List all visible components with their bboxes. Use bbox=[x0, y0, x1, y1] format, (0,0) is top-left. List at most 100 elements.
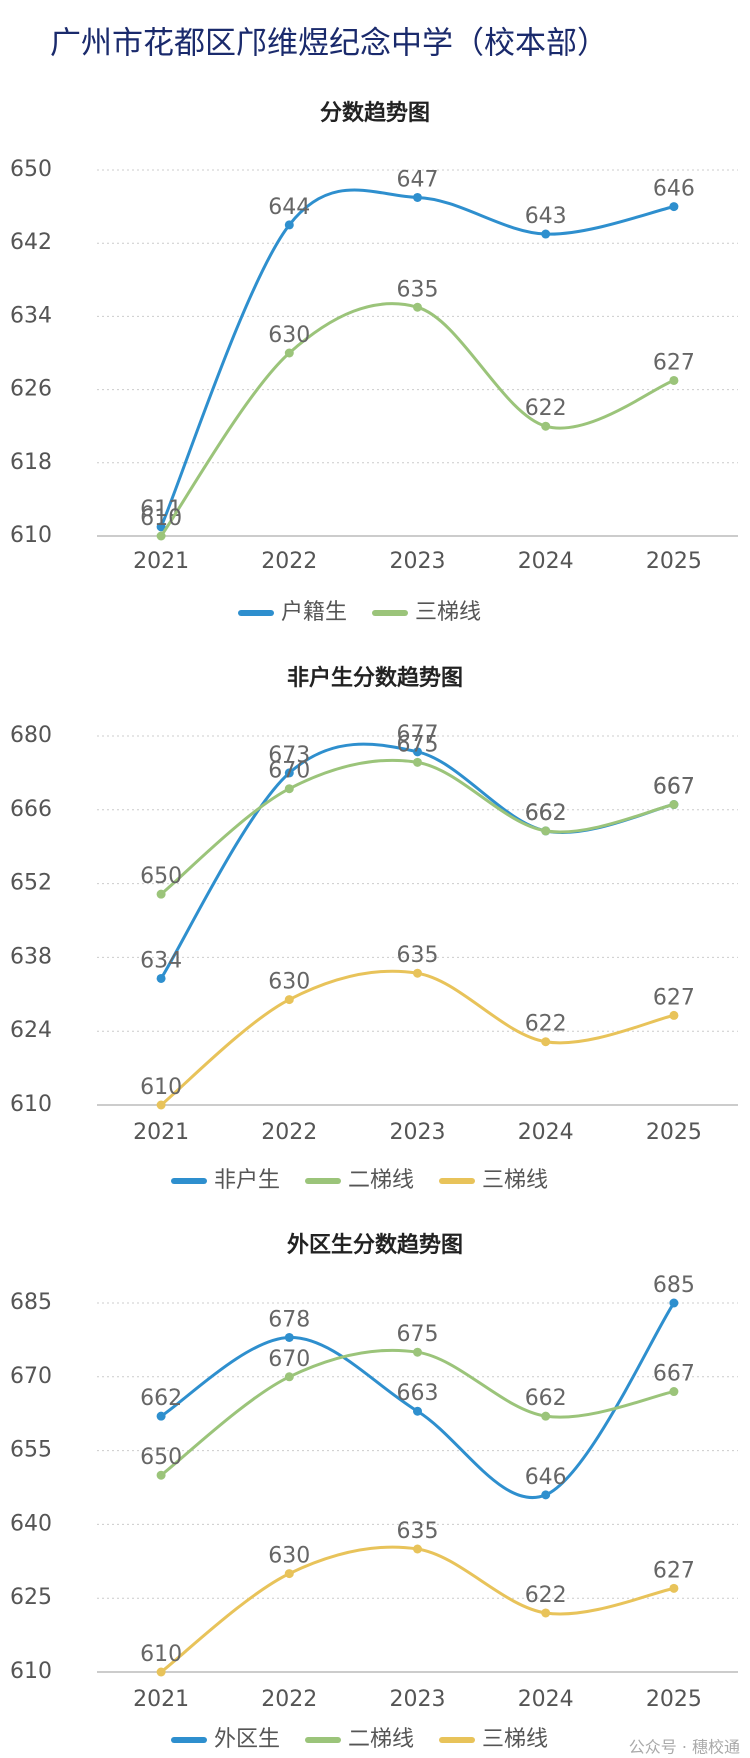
value-label: 630 bbox=[268, 1544, 310, 1569]
value-label: 643 bbox=[525, 204, 567, 229]
data-point bbox=[541, 229, 551, 239]
y-tick-label: 670 bbox=[10, 1364, 52, 1389]
data-point bbox=[669, 202, 679, 212]
x-tick-label: 2025 bbox=[646, 549, 702, 574]
x-tick-label: 2023 bbox=[390, 1120, 446, 1145]
value-label: 646 bbox=[525, 1465, 567, 1490]
y-tick-label: 626 bbox=[10, 377, 52, 402]
value-label: 622 bbox=[525, 1583, 567, 1608]
legend-label: 外区生 bbox=[214, 1727, 280, 1752]
value-label: 630 bbox=[268, 323, 310, 348]
value-label: 611 bbox=[140, 497, 182, 522]
data-point bbox=[156, 1411, 166, 1421]
data-point bbox=[156, 1667, 166, 1677]
data-point bbox=[541, 826, 551, 836]
y-tick-label: 652 bbox=[10, 871, 52, 896]
x-tick-label: 2022 bbox=[261, 1687, 317, 1712]
chart-title: 分数趋势图 bbox=[320, 100, 430, 126]
series-line bbox=[159, 188, 675, 528]
value-label: 650 bbox=[140, 1445, 182, 1470]
data-point bbox=[669, 1298, 679, 1308]
value-label: 635 bbox=[397, 277, 439, 302]
legend-label: 三梯线 bbox=[482, 1727, 548, 1752]
value-label: 662 bbox=[140, 1386, 182, 1411]
value-label: 667 bbox=[653, 1362, 695, 1387]
value-label: 627 bbox=[653, 350, 695, 375]
chart-title: 非户生分数趋势图 bbox=[287, 665, 463, 691]
x-tick-label: 2022 bbox=[261, 549, 317, 574]
value-label: 678 bbox=[268, 1307, 310, 1332]
legend-label: 非户生 bbox=[214, 1168, 280, 1193]
x-tick-label: 2022 bbox=[261, 1120, 317, 1145]
data-point bbox=[156, 522, 166, 532]
data-point bbox=[156, 1470, 166, 1480]
series-line bbox=[160, 758, 675, 896]
data-point bbox=[284, 1372, 294, 1382]
y-tick-label: 610 bbox=[10, 1092, 52, 1117]
data-point bbox=[413, 1544, 422, 1554]
data-point bbox=[284, 784, 294, 794]
value-label: 634 bbox=[140, 948, 182, 973]
legend-label: 二梯线 bbox=[348, 1727, 414, 1752]
legend-label: 二梯线 bbox=[348, 1168, 414, 1193]
value-label: 644 bbox=[268, 195, 310, 220]
data-point bbox=[669, 800, 679, 810]
legend-label: 三梯线 bbox=[415, 600, 481, 625]
watermark: 公众号 · 穗校通 bbox=[629, 1738, 740, 1757]
data-point bbox=[284, 1569, 294, 1579]
value-label: 622 bbox=[525, 1012, 567, 1037]
y-tick-label: 610 bbox=[10, 1659, 52, 1684]
y-tick-label: 610 bbox=[10, 523, 52, 548]
value-label: 622 bbox=[525, 396, 567, 421]
value-label: 627 bbox=[653, 1558, 695, 1583]
data-point bbox=[413, 302, 422, 312]
data-point bbox=[156, 531, 166, 541]
x-tick-label: 2024 bbox=[518, 549, 574, 574]
value-label: 685 bbox=[653, 1273, 695, 1298]
value-label: 627 bbox=[653, 985, 695, 1010]
value-label: 610 bbox=[140, 1642, 182, 1667]
x-tick-label: 2024 bbox=[518, 1687, 574, 1712]
value-label: 662 bbox=[525, 801, 567, 826]
data-point bbox=[284, 768, 294, 778]
series-line bbox=[160, 1545, 675, 1674]
x-tick-label: 2025 bbox=[646, 1687, 702, 1712]
y-tick-label: 640 bbox=[10, 1511, 52, 1536]
y-tick-label: 625 bbox=[10, 1585, 52, 1610]
x-tick-label: 2025 bbox=[646, 1120, 702, 1145]
series-line bbox=[160, 969, 675, 1107]
y-tick-label: 638 bbox=[10, 944, 52, 969]
chart-title: 外区生分数趋势图 bbox=[287, 1232, 463, 1258]
value-label: 610 bbox=[140, 506, 182, 531]
value-label: 675 bbox=[397, 1322, 439, 1347]
value-label: 673 bbox=[268, 743, 310, 768]
value-label: 670 bbox=[268, 759, 310, 784]
x-tick-label: 2023 bbox=[390, 549, 446, 574]
legend-label: 三梯线 bbox=[482, 1168, 548, 1193]
data-point bbox=[413, 747, 422, 757]
y-tick-label: 685 bbox=[10, 1290, 52, 1315]
value-label: 630 bbox=[268, 970, 310, 995]
value-label: 677 bbox=[397, 722, 439, 747]
value-label: 667 bbox=[653, 775, 695, 800]
value-label: 647 bbox=[397, 167, 439, 192]
legend-label: 户籍生 bbox=[281, 600, 347, 625]
y-tick-label: 680 bbox=[10, 723, 52, 748]
data-point bbox=[669, 1583, 679, 1593]
value-label: 635 bbox=[397, 1519, 439, 1544]
data-point bbox=[541, 1037, 551, 1047]
y-tick-label: 642 bbox=[10, 230, 52, 255]
y-tick-label: 624 bbox=[10, 1018, 52, 1043]
data-point bbox=[541, 1608, 551, 1618]
value-label: 675 bbox=[397, 732, 439, 757]
data-point bbox=[413, 192, 422, 202]
series-line bbox=[159, 302, 675, 537]
data-point bbox=[669, 1387, 679, 1397]
data-point bbox=[413, 1347, 422, 1357]
data-point bbox=[669, 375, 679, 385]
data-point bbox=[413, 1406, 422, 1416]
value-label: 610 bbox=[140, 1075, 182, 1100]
series-line bbox=[160, 1302, 676, 1499]
